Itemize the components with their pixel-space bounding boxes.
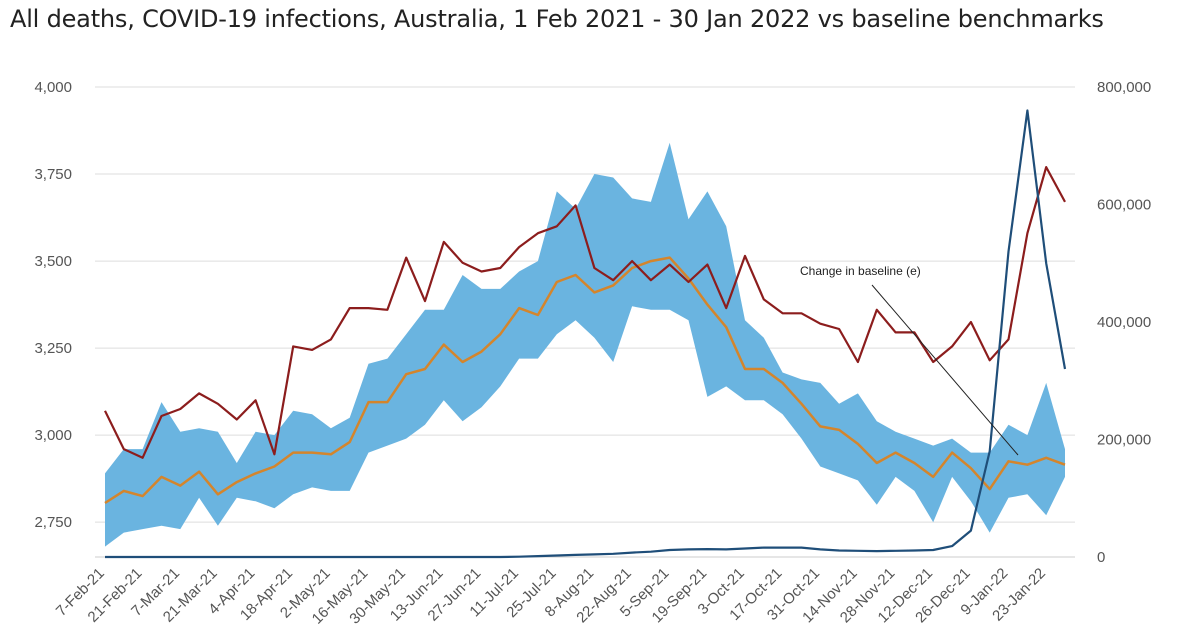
y-left-tick-label: 3,750 [34, 166, 72, 183]
y-left-tick-label: 3,500 [34, 253, 72, 270]
series-line-3 [105, 109, 1067, 559]
y-right-tick-label: 200,000 [1097, 432, 1151, 449]
y-left-tick-label: 2,750 [34, 514, 72, 531]
series-line-1 [104, 256, 1066, 505]
annotation-label: Change in baseline (e) [800, 264, 921, 278]
y-right-tick-label: 600,000 [1097, 197, 1151, 214]
y-left-tick-label: 4,000 [34, 79, 72, 96]
y-right-tick-label: 800,000 [1097, 79, 1151, 96]
x-axis: 7-Feb-2121-Feb-217-Mar-2121-Mar-214-Apr-… [53, 565, 1049, 628]
y-left-tick-label: 3,000 [34, 427, 72, 444]
annotation-layer: Change in baseline (e) [800, 264, 1019, 456]
right-axis: 0 200,000 400,000 600,000 800,000 [1097, 79, 1151, 566]
lines-layer [104, 109, 1067, 559]
y-left-tick-label: 3,250 [34, 340, 72, 357]
y-right-tick-label: 0 [1097, 549, 1105, 566]
left-axis: 2,750 3,000 3,250 3,500 3,750 4,000 [34, 79, 72, 531]
y-right-tick-label: 400,000 [1097, 314, 1151, 331]
series-line-2 [104, 166, 1066, 459]
chart-title: All deaths, COVID-19 infections, Austral… [10, 5, 1104, 33]
annotation-arrow [871, 284, 1019, 456]
